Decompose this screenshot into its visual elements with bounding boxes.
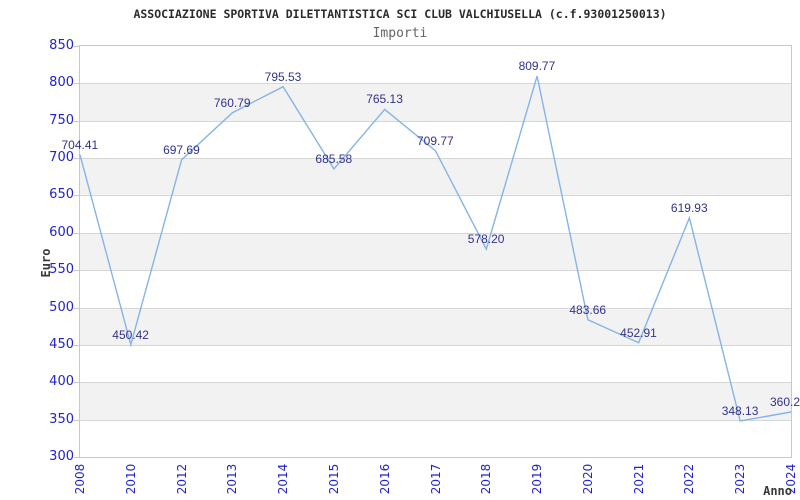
y-tick-label: 350 xyxy=(49,411,74,427)
point-label: 348.13 xyxy=(721,404,759,419)
plot-band xyxy=(80,83,791,121)
gridline xyxy=(80,270,791,272)
y-tick-mark xyxy=(74,419,79,421)
y-tick-label: 750 xyxy=(49,112,74,128)
point-label: 685.58 xyxy=(315,151,353,166)
series-line xyxy=(79,75,792,422)
point-label: 709.77 xyxy=(417,133,454,148)
gridline xyxy=(80,83,791,85)
point-label: 795.53 xyxy=(264,69,302,84)
point-label: 765.13 xyxy=(366,92,403,107)
y-tick-mark xyxy=(74,158,79,160)
y-tick-label: 550 xyxy=(49,262,74,278)
point-label: 483.66 xyxy=(569,302,607,317)
point-label: 809.77 xyxy=(518,59,556,74)
point-label: 450.42 xyxy=(112,327,149,342)
point-label: 704.41 xyxy=(61,137,99,152)
y-tick-mark xyxy=(74,195,79,197)
point-label: 578.20 xyxy=(467,232,505,247)
y-tick-mark xyxy=(74,307,79,309)
gridline xyxy=(80,232,791,234)
gridline xyxy=(80,158,791,160)
point-label: 697.69 xyxy=(163,142,200,157)
gridline xyxy=(80,120,791,122)
y-tick-label: 300 xyxy=(49,449,74,464)
plot-band xyxy=(80,232,791,271)
gridline xyxy=(80,195,791,197)
chart-subtitle: Importi xyxy=(372,26,428,41)
y-tick-mark xyxy=(74,457,79,458)
y-tick-label: 700 xyxy=(49,150,74,166)
point-label: 452.91 xyxy=(620,325,657,340)
gridline xyxy=(80,344,791,346)
y-tick-label: 850 xyxy=(49,38,74,53)
y-tick-label: 800 xyxy=(49,75,74,91)
y-tick-label: 500 xyxy=(49,299,74,315)
y-tick-mark xyxy=(74,83,79,85)
y-tick-mark xyxy=(74,344,79,346)
point-label: 619.93 xyxy=(670,200,708,215)
y-tick-mark xyxy=(74,382,79,384)
y-tick-mark xyxy=(74,46,79,47)
chart-title: ASSOCIAZIONE SPORTIVA DILETTANTISTICA SC… xyxy=(133,7,667,21)
gridline xyxy=(80,307,791,309)
y-tick-label: 400 xyxy=(49,374,74,390)
y-tick-mark xyxy=(74,270,79,272)
plot-band xyxy=(80,158,791,196)
point-label: 760.79 xyxy=(213,95,251,110)
y-tick-label: 600 xyxy=(49,224,74,240)
x-axis-title: Anno xyxy=(763,484,792,498)
plot-band xyxy=(80,307,791,345)
gridline xyxy=(80,382,791,384)
gridline xyxy=(80,419,791,421)
plot-area xyxy=(79,45,792,458)
y-tick-mark xyxy=(74,120,79,122)
point-label: 360.2 xyxy=(770,395,800,409)
y-tick-mark xyxy=(74,232,79,234)
y-tick-label: 450 xyxy=(49,336,74,352)
plot-band xyxy=(80,382,791,420)
y-tick-label: 650 xyxy=(49,187,74,203)
